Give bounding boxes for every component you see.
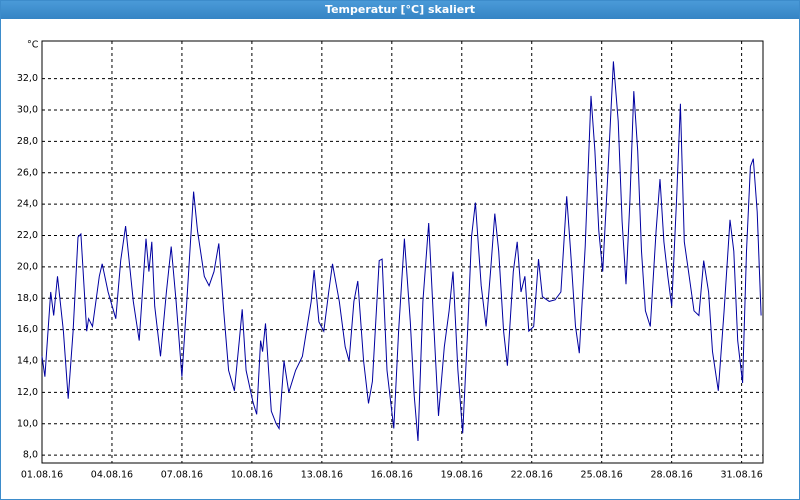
x-tick-label: 25.08.16 — [581, 470, 623, 481]
y-tick-label: 10,0 — [17, 418, 38, 429]
x-tick-label: 31.08.16 — [720, 470, 762, 481]
y-tick-label: 12,0 — [17, 387, 38, 398]
plot-border — [41, 40, 764, 464]
x-tick-label: 28.08.16 — [651, 470, 693, 481]
y-tick-label: 20,0 — [17, 261, 38, 272]
y-tick-label: 18,0 — [17, 293, 38, 304]
y-axis-label: °C — [27, 40, 39, 51]
y-tick-label: 30,0 — [17, 105, 38, 116]
chart: °C 8,0 10,0 12,0 14,0 16,0 18,0 20,0 22,0 24,0 26… — [17, 40, 764, 481]
x-tick-label: 10.08.16 — [231, 470, 273, 481]
y-tick-label: 32,0 — [17, 73, 38, 84]
chart-title: Temperatur [°C] skaliert — [1, 1, 799, 19]
y-tick-label: 24,0 — [17, 199, 38, 210]
y-tick-label: 26,0 — [17, 167, 38, 178]
y-tick-label: 8,0 — [23, 450, 38, 461]
y-tick-label: 14,0 — [17, 356, 38, 367]
x-tick-label: 04.08.16 — [91, 470, 133, 481]
y-tick-label: 28,0 — [17, 136, 38, 147]
y-tick-label: 22,0 — [17, 230, 38, 241]
x-tick-label: 22.08.16 — [511, 470, 553, 481]
y-tick-label: 16,0 — [17, 324, 38, 335]
x-tick-label: 19.08.16 — [441, 470, 483, 481]
x-tick-label: 13.08.16 — [301, 470, 343, 481]
x-tick-label: 07.08.16 — [161, 470, 203, 481]
x-tick-label: 01.08.16 — [21, 470, 63, 481]
data-line — [41, 61, 762, 442]
x-tick-label: 16.08.16 — [371, 470, 413, 481]
